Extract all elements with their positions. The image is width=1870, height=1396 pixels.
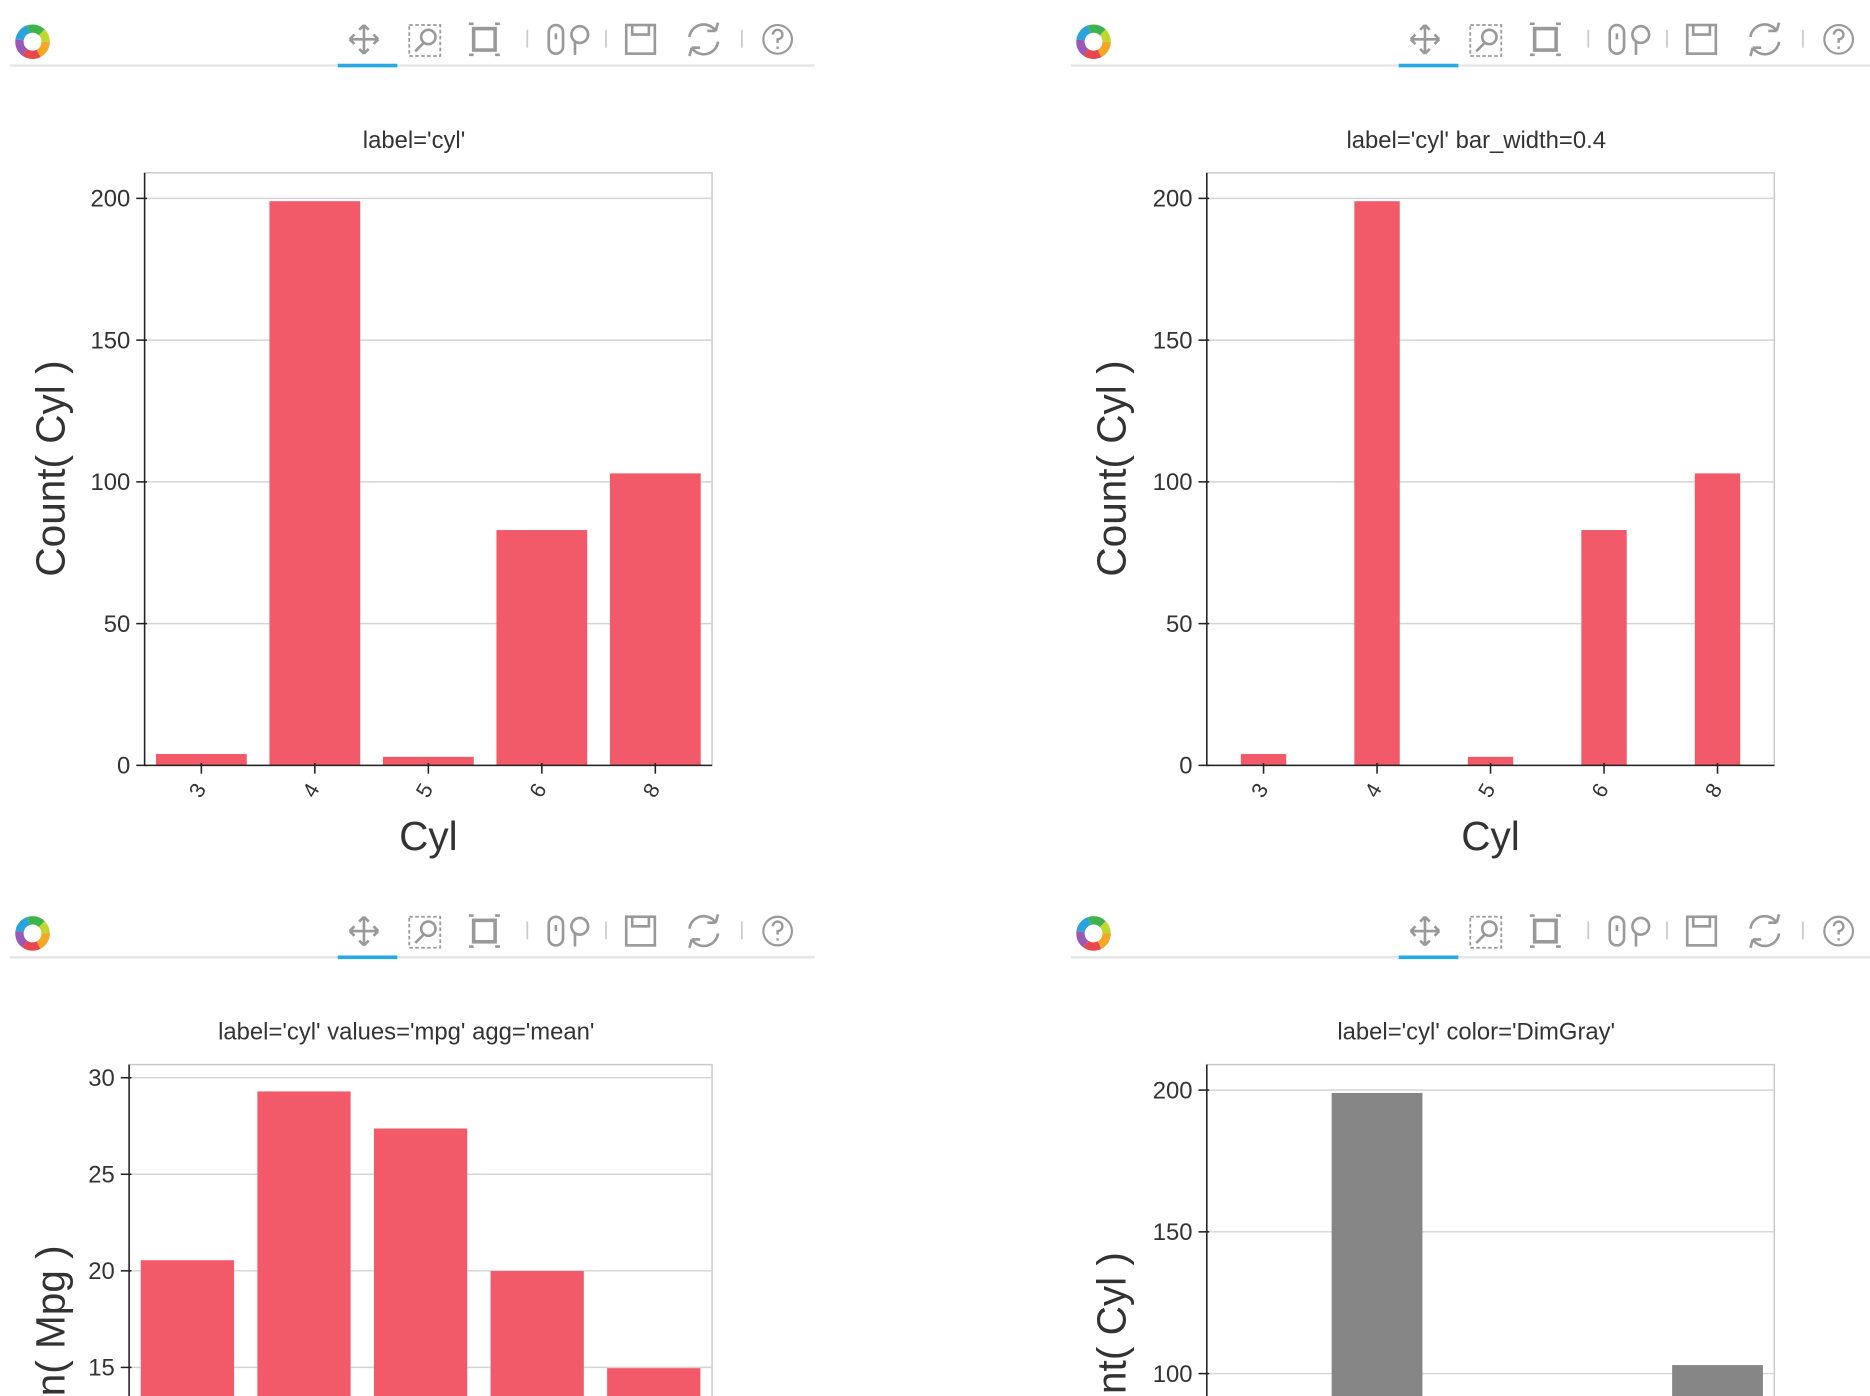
y-tick-label: 0 bbox=[117, 753, 130, 780]
chart-title: label='cyl' bar_width=0.4 bbox=[1346, 127, 1605, 154]
plot-frame bbox=[1206, 1063, 1775, 1396]
y-tick-label: 30 bbox=[88, 1065, 115, 1092]
x-tick-label: 3 bbox=[184, 779, 211, 801]
chart: label='cyl' 0 50 100 150 200 3 4 5 6 8 Cyl Count( Cy… bbox=[28, 127, 713, 859]
toolbar[interactable] bbox=[10, 914, 815, 957]
x-tick-label: 3 bbox=[1247, 779, 1274, 801]
y-tick-label: 100 bbox=[91, 469, 131, 496]
y-axis-label: Mean( Mpg ) bbox=[28, 1245, 74, 1396]
bar bbox=[257, 1091, 351, 1396]
y-tick-label: 200 bbox=[1153, 186, 1193, 213]
y-axis-label: Count( Cyl ) bbox=[1089, 1252, 1135, 1396]
y-tick-label: 100 bbox=[1153, 1361, 1193, 1388]
y-tick-label: 200 bbox=[91, 186, 131, 213]
bar bbox=[382, 756, 474, 766]
chart-title: label='cyl' color='DimGray' bbox=[1337, 1019, 1615, 1046]
x-tick-label: 4 bbox=[1360, 779, 1387, 801]
plot-frame bbox=[1206, 172, 1775, 767]
bar bbox=[496, 530, 588, 766]
bar bbox=[1331, 1092, 1423, 1396]
bar bbox=[490, 1271, 584, 1396]
y-tick-label: 25 bbox=[88, 1162, 115, 1189]
bar bbox=[607, 1368, 701, 1396]
y-tick-label: 50 bbox=[104, 611, 131, 638]
chart-title: label='cyl' bbox=[363, 127, 465, 154]
chart: label='cyl' color='DimGray' 100 150 200 Coun… bbox=[1089, 1019, 1775, 1396]
bar bbox=[140, 1260, 235, 1396]
bar bbox=[1240, 754, 1287, 766]
y-axis-label: Count( Cyl ) bbox=[28, 360, 74, 576]
x-tick-label: 5 bbox=[411, 779, 438, 801]
x-tick-label: 8 bbox=[638, 779, 665, 801]
y-tick-label: 0 bbox=[1179, 753, 1192, 780]
y-tick-label: 150 bbox=[1153, 327, 1193, 354]
toolbar[interactable] bbox=[1071, 23, 1870, 66]
y-tick-label: 150 bbox=[91, 327, 131, 354]
bar bbox=[1694, 473, 1741, 766]
y-tick-label: 150 bbox=[1153, 1219, 1193, 1246]
bar bbox=[1354, 201, 1400, 766]
toolbar[interactable] bbox=[10, 23, 815, 66]
y-axis-label: Count( Cyl ) bbox=[1089, 360, 1135, 576]
chart: label='cyl' values='mpg' agg='mean' 15 20 2… bbox=[28, 1019, 713, 1396]
x-tick-label: 8 bbox=[1700, 779, 1727, 801]
bar bbox=[1581, 530, 1627, 766]
bar bbox=[1672, 1365, 1763, 1396]
y-tick-label: 20 bbox=[88, 1258, 115, 1285]
x-axis-label: Cyl bbox=[399, 813, 458, 859]
x-axis-label: Cyl bbox=[1461, 813, 1520, 859]
x-tick-label: 6 bbox=[525, 779, 552, 801]
bar bbox=[1467, 756, 1514, 766]
x-tick-label: 4 bbox=[298, 779, 325, 801]
toolbar[interactable] bbox=[1071, 914, 1870, 957]
y-tick-label: 100 bbox=[1153, 469, 1193, 496]
x-tick-label: 5 bbox=[1473, 779, 1500, 801]
x-tick-label: 6 bbox=[1587, 779, 1614, 801]
y-tick-label: 200 bbox=[1153, 1077, 1193, 1104]
y-tick-label: 50 bbox=[1166, 611, 1193, 638]
bar bbox=[155, 754, 247, 766]
y-tick-label: 15 bbox=[88, 1355, 115, 1382]
chart-title: label='cyl' values='mpg' agg='mean' bbox=[218, 1019, 594, 1046]
bar bbox=[269, 201, 361, 766]
bar bbox=[609, 473, 701, 766]
chart: label='cyl' bar_width=0.4 0 50 100 150 200 3 4 5… bbox=[1089, 127, 1775, 859]
bar bbox=[373, 1128, 468, 1396]
